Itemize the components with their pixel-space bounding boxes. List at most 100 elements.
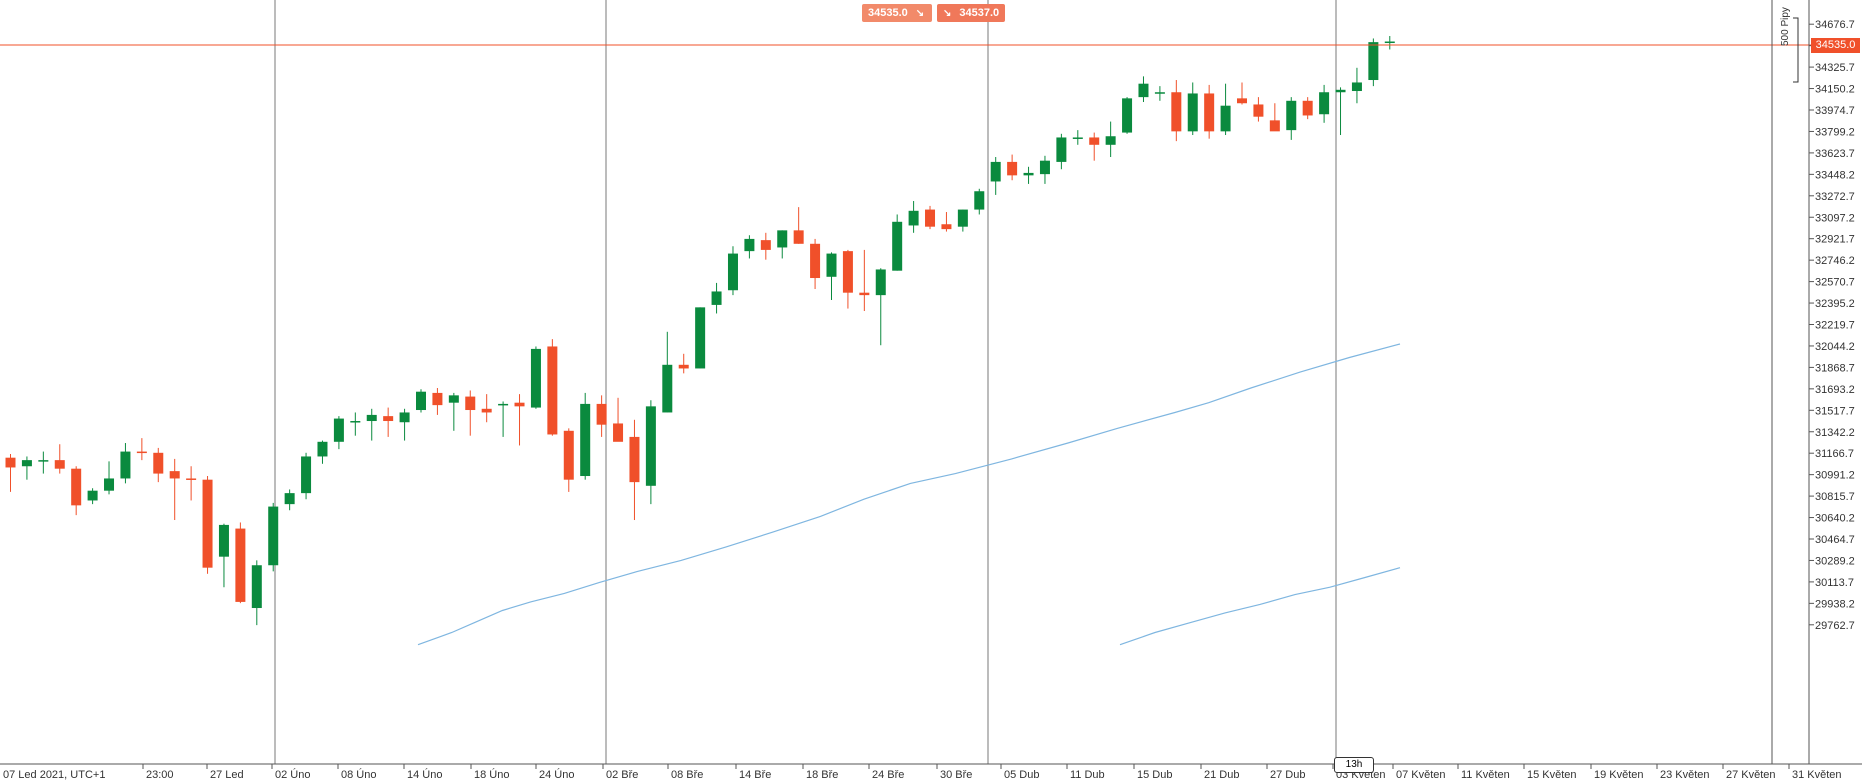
candle — [908, 201, 919, 233]
candle — [1187, 82, 1198, 136]
candle — [711, 282, 722, 314]
candle — [1384, 36, 1395, 50]
candle-body — [448, 395, 459, 403]
candle-body — [1253, 104, 1264, 117]
y-tick-label: 32746.2 — [1815, 255, 1855, 267]
candle — [629, 419, 640, 521]
candle-body — [1302, 100, 1313, 116]
candle-body — [432, 392, 443, 406]
candle-body — [875, 269, 886, 296]
y-tick-label: 33272.7 — [1815, 191, 1855, 203]
candle-body — [1204, 93, 1215, 132]
candle-body — [941, 224, 952, 230]
x-tick-label: 02 Úno — [275, 768, 310, 781]
y-tick-label: 32921.7 — [1815, 234, 1855, 246]
x-tick-label: 27 Květen — [1726, 769, 1776, 781]
candle — [1253, 97, 1264, 122]
candle-body — [416, 391, 426, 411]
candle — [1302, 97, 1313, 120]
candle — [1039, 155, 1050, 184]
candle — [957, 209, 968, 232]
candle-body — [136, 451, 147, 454]
candle-body — [1072, 137, 1083, 139]
candle-body — [925, 209, 936, 227]
candle — [251, 560, 262, 626]
moving-average-layer — [417, 343, 1401, 646]
x-tick-label: 24 Úno — [539, 768, 574, 781]
candle — [760, 232, 771, 260]
candle — [1319, 84, 1330, 123]
candle-body — [1269, 120, 1280, 132]
x-tick-label: 19 Květen — [1594, 769, 1644, 781]
candle-body — [596, 403, 607, 425]
candle-body — [120, 451, 131, 479]
candle — [1237, 82, 1247, 105]
candle — [580, 392, 591, 480]
candle — [530, 346, 541, 409]
y-tick-label: 34325.7 — [1815, 62, 1855, 74]
x-tick-label: 05 Dub — [1004, 769, 1039, 781]
candle — [1286, 97, 1297, 140]
candle-body — [284, 493, 295, 505]
y-tick-label: 31868.7 — [1815, 362, 1855, 374]
candle — [38, 451, 49, 474]
x-tick-label: 27 Led — [210, 769, 244, 781]
candle — [678, 353, 689, 374]
candle — [892, 214, 903, 271]
candle-body — [1319, 92, 1330, 115]
current-price-label: 34535.0 — [1811, 38, 1860, 53]
candle-body — [5, 457, 16, 468]
candle — [842, 249, 853, 309]
y-tick-label: 34150.2 — [1815, 84, 1855, 96]
candle — [21, 456, 32, 480]
candle-body — [1089, 137, 1100, 145]
y-axis-ticks: 34676.734501.234325.734150.233974.733799… — [1809, 19, 1855, 632]
candle-body — [842, 251, 853, 293]
candle-body — [744, 238, 755, 252]
candle — [777, 230, 788, 259]
candle-body — [399, 412, 410, 423]
candle — [218, 523, 229, 588]
candle-body — [1138, 83, 1149, 98]
candle-body — [54, 460, 65, 469]
candle-body — [613, 423, 624, 442]
candle-body — [547, 346, 558, 435]
candle — [744, 235, 755, 259]
candle-body — [645, 406, 656, 486]
candle-body — [1220, 105, 1231, 132]
y-tick-label: 34676.7 — [1815, 19, 1855, 31]
candle — [1089, 132, 1100, 161]
candle — [875, 268, 886, 346]
candle — [1351, 67, 1362, 104]
y-tick-label: 32219.7 — [1815, 320, 1855, 332]
candle-body — [1187, 93, 1198, 132]
candle — [416, 389, 426, 413]
candle-body — [366, 414, 377, 422]
candle — [1105, 121, 1116, 158]
candle-body — [104, 478, 115, 491]
candle-body — [186, 478, 197, 480]
candle — [925, 205, 936, 230]
candle-body — [1286, 100, 1297, 131]
candle-body — [333, 418, 344, 442]
y-tick-label: 33799.2 — [1815, 126, 1855, 138]
y-tick-label: 29938.2 — [1815, 598, 1855, 610]
candle — [235, 522, 246, 604]
candle — [153, 447, 164, 483]
y-tick-label: 31517.7 — [1815, 405, 1855, 417]
candle — [1204, 84, 1215, 139]
candle-body — [1171, 92, 1182, 132]
candle-body — [793, 230, 804, 244]
candle — [1138, 76, 1149, 103]
y-tick-label: 33974.7 — [1815, 105, 1855, 117]
x-tick-label: 15 Květen — [1527, 769, 1577, 781]
candle-body — [1105, 136, 1116, 145]
y-tick-label: 30640.2 — [1815, 513, 1855, 525]
buy-arrow-icon: ↘ — [943, 8, 952, 19]
bid-price-button[interactable]: 34535.0 ↘ — [862, 4, 932, 22]
y-tick-label: 31166.7 — [1815, 448, 1854, 460]
candle — [826, 252, 837, 301]
y-tick-label: 30113.7 — [1815, 577, 1854, 589]
ask-price-button[interactable]: ↘ 34537.0 — [937, 4, 1005, 22]
